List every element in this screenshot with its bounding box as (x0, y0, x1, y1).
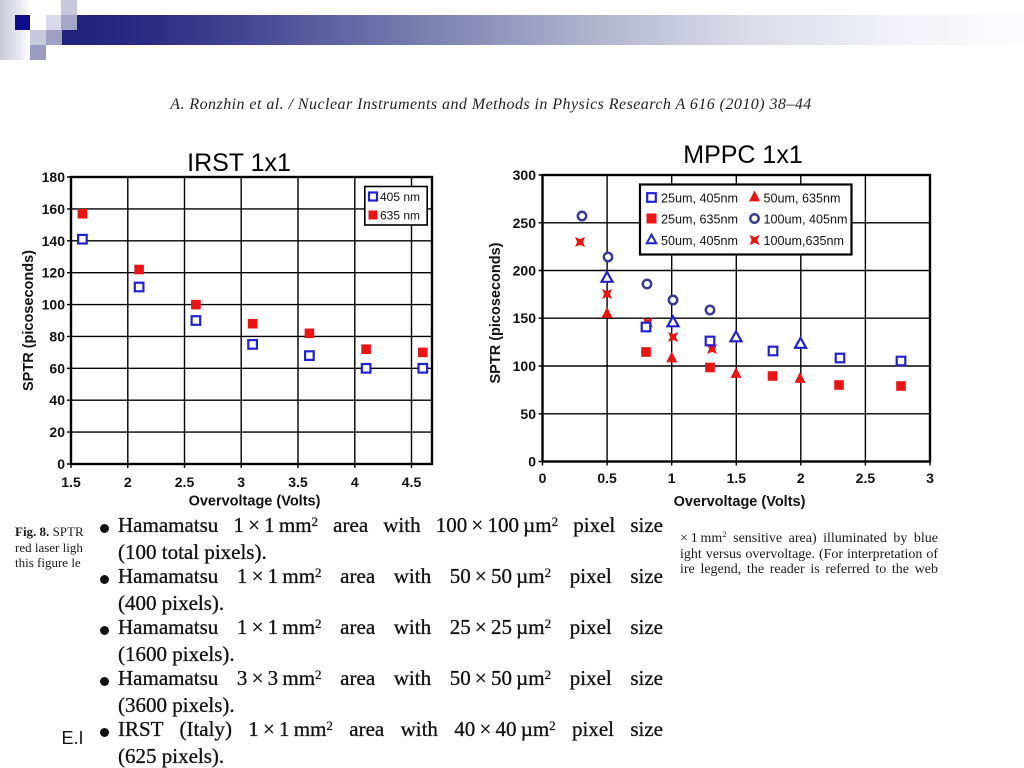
svg-text:50um, 635nm: 50um, 635nm (764, 192, 841, 206)
svg-text:100um, 405nm: 100um, 405nm (764, 213, 848, 227)
svg-text:150: 150 (513, 310, 537, 326)
svg-text:0: 0 (528, 454, 536, 470)
svg-text:100: 100 (42, 297, 66, 313)
svg-text:100um,635nm: 100um,635nm (764, 234, 845, 248)
svg-text:40: 40 (49, 392, 65, 408)
svg-text:1: 1 (668, 470, 676, 486)
svg-text:50um, 405nm: 50um, 405nm (661, 234, 738, 248)
svg-text:SPTR (picoseconds): SPTR (picoseconds) (21, 250, 37, 391)
svg-text:4.5: 4.5 (402, 474, 422, 490)
svg-text:180: 180 (42, 169, 66, 185)
svg-text:4: 4 (351, 474, 359, 490)
svg-text:25um, 635nm: 25um, 635nm (661, 213, 738, 227)
svg-text:80: 80 (49, 328, 65, 344)
svg-text:250: 250 (513, 215, 537, 231)
svg-text:2: 2 (124, 474, 132, 490)
svg-text:160: 160 (42, 201, 66, 217)
svg-text:50: 50 (520, 406, 536, 422)
svg-text:3: 3 (926, 470, 934, 486)
svg-text:60: 60 (49, 360, 65, 376)
svg-text:100: 100 (513, 358, 537, 374)
svg-text:2.5: 2.5 (856, 470, 876, 486)
svg-text:1.5: 1.5 (61, 474, 81, 490)
svg-text:IRST 1x1: IRST 1x1 (187, 149, 291, 177)
svg-text:2.5: 2.5 (175, 474, 195, 490)
svg-text:Overvoltage (Volts): Overvoltage (Volts) (674, 494, 806, 510)
svg-text:2: 2 (797, 470, 805, 486)
svg-text:1.5: 1.5 (727, 470, 747, 486)
svg-text:635 nm: 635 nm (380, 209, 420, 223)
svg-text:405 nm: 405 nm (380, 190, 420, 204)
svg-text:25um, 405nm: 25um, 405nm (661, 192, 738, 206)
svg-text:Overvoltage (Volts): Overvoltage (Volts) (189, 494, 321, 510)
svg-text:0: 0 (57, 456, 65, 472)
svg-text:300: 300 (513, 167, 537, 183)
svg-text:3: 3 (237, 474, 245, 490)
svg-text:140: 140 (42, 233, 66, 249)
svg-text:200: 200 (513, 263, 537, 279)
svg-text:3.5: 3.5 (288, 474, 308, 490)
svg-text:SPTR (picoseconds): SPTR (picoseconds) (488, 242, 504, 383)
svg-text:120: 120 (42, 265, 66, 281)
svg-text:MPPC 1x1: MPPC 1x1 (683, 141, 802, 169)
svg-text:0: 0 (539, 470, 547, 486)
svg-text:20: 20 (49, 424, 65, 440)
svg-text:0.5: 0.5 (597, 470, 617, 486)
